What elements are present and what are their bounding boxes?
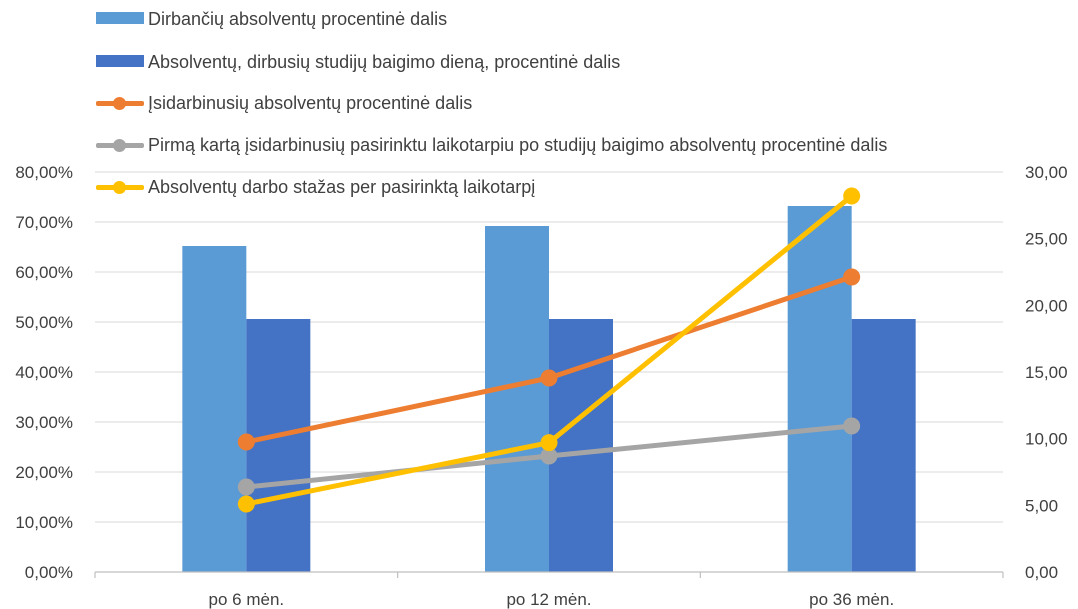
y-right-tick-label: 25,00 bbox=[1025, 230, 1068, 249]
legend-swatch bbox=[96, 12, 144, 24]
legend-line-marker bbox=[96, 138, 144, 152]
x-tick-label: po 12 mėn. bbox=[506, 590, 591, 609]
axis-labels: 0,00% 10,00% 20,00% 30,00% 40,00% 50,00% 60,00… bbox=[15, 163, 1067, 609]
line-point bbox=[540, 447, 558, 465]
y-left-tick-label: 80,00% bbox=[15, 163, 73, 182]
legend-label: Absolventų, dirbusių studijų baigimo die… bbox=[148, 52, 621, 72]
line-point bbox=[237, 495, 255, 513]
y-left-tick-label: 40,00% bbox=[15, 363, 73, 382]
legend-label: Pirmą kartą įsidarbinusių pasirinktu lai… bbox=[148, 135, 888, 155]
y-left-tick-label: 0,00% bbox=[25, 563, 73, 582]
x-tick-label: po 36 mėn. bbox=[809, 590, 894, 609]
bar bbox=[182, 246, 247, 572]
bar bbox=[246, 319, 311, 572]
legend-swatch bbox=[96, 55, 144, 67]
y-left-tick-label: 30,00% bbox=[15, 413, 73, 432]
y-left-tick-label: 10,00% bbox=[15, 513, 73, 532]
y-right-tick-label: 30,00 bbox=[1025, 163, 1068, 182]
bar bbox=[549, 319, 613, 572]
y-right-tick-label: 15,00 bbox=[1025, 363, 1068, 382]
bar-series bbox=[182, 206, 916, 572]
legend-label: Dirbančių absolventų procentinė dalis bbox=[148, 9, 448, 29]
line-point bbox=[843, 417, 861, 435]
legend-label: Absolventų darbo stažas per pasirinktą l… bbox=[148, 177, 536, 197]
line-point bbox=[540, 369, 558, 387]
x-tick-label: po 6 mėn. bbox=[209, 590, 285, 609]
legend-label: Įsidarbinusių absolventų procentinė dali… bbox=[148, 93, 473, 113]
legend-line-marker bbox=[96, 96, 144, 110]
y-right-tick-label: 10,00 bbox=[1025, 430, 1068, 449]
y-right-tick-label: 20,00 bbox=[1025, 296, 1068, 315]
bar bbox=[787, 206, 852, 572]
legend-line-marker bbox=[96, 180, 144, 194]
axes bbox=[94, 571, 1004, 578]
line-series bbox=[237, 187, 861, 513]
line-point bbox=[843, 187, 861, 205]
y-left-tick-label: 60,00% bbox=[15, 263, 73, 282]
line-point bbox=[843, 268, 861, 286]
bar bbox=[485, 226, 549, 572]
line-point bbox=[540, 434, 558, 452]
y-right-tick-label: 0,00 bbox=[1025, 563, 1058, 582]
y-left-tick-label: 70,00% bbox=[15, 213, 73, 232]
line-point bbox=[237, 478, 255, 496]
line-point bbox=[237, 433, 255, 451]
y-left-tick-label: 50,00% bbox=[15, 313, 73, 332]
bar bbox=[851, 319, 916, 572]
y-left-tick-label: 20,00% bbox=[15, 463, 73, 482]
y-right-tick-label: 5,00 bbox=[1025, 496, 1058, 515]
